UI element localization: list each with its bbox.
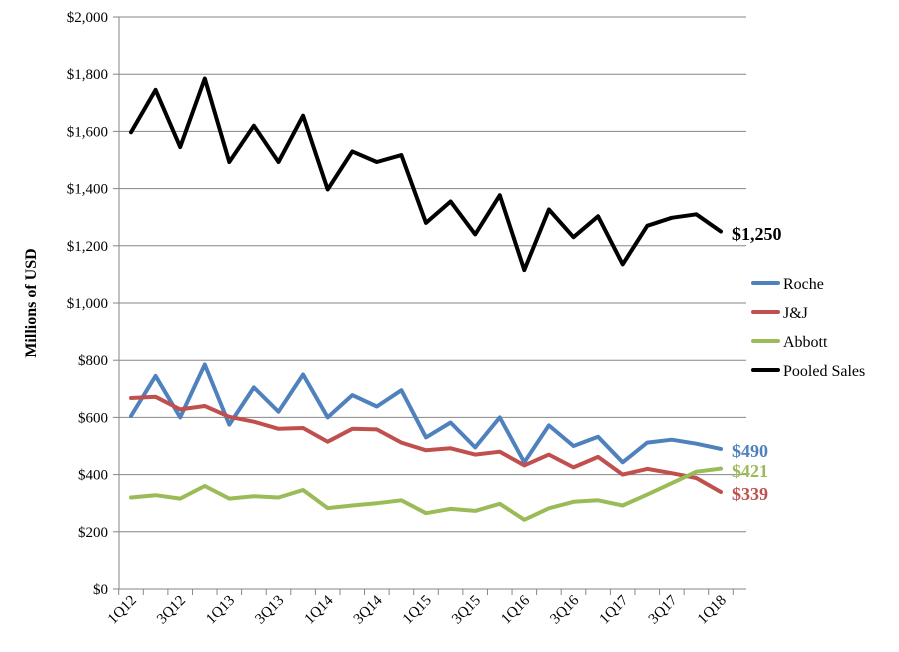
x-tick-label: 3Q16 <box>547 592 582 627</box>
legend: Roche J&J Abbott Pooled Sales <box>751 276 865 380</box>
x-tick-label: 3Q15 <box>449 593 484 628</box>
end-label-2: $421 <box>732 461 768 481</box>
y-tick-label: $0 <box>93 582 108 598</box>
x-tick-label: 3Q17 <box>646 592 681 627</box>
legend-entry-3: Pooled Sales <box>783 363 865 380</box>
series-line-2 <box>129 466 723 522</box>
y-tick-label: $1,800 <box>67 67 108 83</box>
x-tick-labels: 1Q12 3Q12 1Q13 3Q13 1Q14 3Q14 1Q15 3Q15 1Q16 3Q16… <box>105 592 730 627</box>
series-lines <box>129 76 723 522</box>
legend-entry-2: Abbott <box>783 334 828 351</box>
end-label-0: $490 <box>732 441 768 461</box>
y-axis-title: Millions of USD <box>23 248 40 357</box>
gridlines <box>119 16 746 533</box>
y-tick-label: $1,200 <box>67 239 108 255</box>
end-label-1: $339 <box>732 484 768 504</box>
end-labels: $490 $339 $421 $1,250 <box>732 224 782 504</box>
legend-entry-0: Roche <box>783 276 824 293</box>
x-tick-label: 3Q14 <box>351 592 386 627</box>
y-tick-label: $600 <box>78 410 108 426</box>
x-tick-label: 3Q12 <box>154 593 189 628</box>
end-label-3: $1,250 <box>732 224 782 244</box>
x-tick-label: 1Q17 <box>597 592 632 627</box>
x-tick-label: 1Q14 <box>302 592 337 627</box>
y-tick-labels: $0 $200 $400 $600 $800 $1,000 $1,200 $1,400 $1,6… <box>67 10 108 598</box>
y-tick-label: $200 <box>78 525 108 541</box>
y-tick-label: $400 <box>78 468 108 484</box>
series-line-0 <box>129 362 723 465</box>
y-tick-label: $1,600 <box>67 124 108 140</box>
x-tick-label: 1Q16 <box>498 592 533 627</box>
x-tick-label: 3Q13 <box>252 593 287 628</box>
x-tick-label: 1Q12 <box>105 593 140 628</box>
y-tick-label: $1,000 <box>67 296 108 312</box>
x-tick-label: 1Q18 <box>695 593 730 628</box>
x-tick-label: 1Q15 <box>400 593 435 628</box>
x-tick-label: 1Q13 <box>203 593 238 628</box>
series-line-3 <box>129 76 723 273</box>
series-line-1 <box>129 394 723 494</box>
y-tick-label: $800 <box>78 353 108 369</box>
axes <box>113 16 746 595</box>
legend-entry-1: J&J <box>783 305 808 322</box>
y-tick-label: $2,000 <box>67 10 108 26</box>
y-tick-label: $1,400 <box>67 182 108 198</box>
